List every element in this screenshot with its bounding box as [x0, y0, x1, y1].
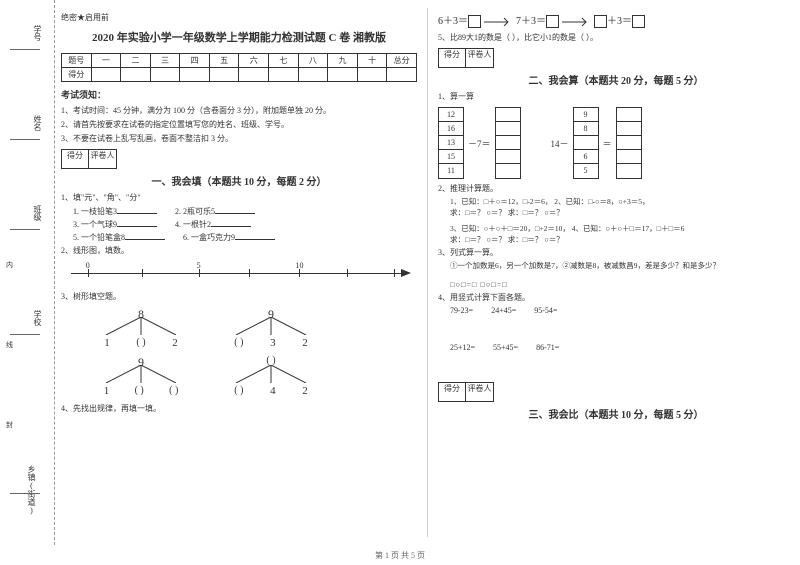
value-stack: 9 8 6 5: [573, 107, 599, 179]
tree-diagram: ( ) ( )42: [221, 355, 321, 397]
grader-cell: 评卷人: [466, 48, 494, 68]
answer-stack[interactable]: [616, 107, 642, 179]
notice-line: 2、请首先按要求在试卷的指定位置填写您的姓名、班级、学号。: [61, 119, 417, 131]
margin-label-name: 姓名: [32, 115, 43, 131]
score-cell: 得分: [438, 382, 466, 402]
grader-box: 得分 评卷人: [438, 48, 794, 68]
notice-line: 1、考试时间：45 分钟，满分为 100 分（含卷面分 3 分），附加题单独 2…: [61, 105, 417, 117]
margin-label-school: 学校: [32, 310, 43, 326]
section-1-title: 一、我会填（本题共 10 分，每题 2 分）: [61, 173, 417, 188]
q1-stem: 1、填"元"、"角"、"分": [61, 192, 417, 204]
notice-heading: 考试须知：: [61, 88, 417, 101]
q5-text: 5、比89大1的数是（ ），比它小1的数是（ ）。: [438, 32, 794, 44]
secrecy-tag: 绝密★启用前: [61, 12, 417, 23]
grader-box: 得分 评卷人: [438, 382, 794, 402]
grader-cell: 评卷人: [89, 149, 117, 169]
margin-label-class: 班级: [32, 205, 43, 221]
q3-stem: 3、树形填空题。: [61, 291, 417, 303]
q2-4: 4、用竖式计算下面各题。: [438, 292, 794, 304]
q2-2: 2、推理计算题。: [438, 183, 794, 195]
right-column: 6＋3＝ 7＋3＝ ＋3＝ 5、比89大1的数是（ ），比它小1的数是（ ）。 …: [438, 8, 794, 537]
section-2-title: 二、我会算（本题共 20 分，每题 5 分）: [438, 72, 794, 87]
q2-stem: 2、线形图，填数。: [61, 245, 417, 257]
number-line: 0 5 10: [71, 261, 407, 287]
equation-line: 6＋3＝ 7＋3＝ ＋3＝: [438, 12, 794, 28]
value-stack: 12 16 13 15 11: [438, 107, 464, 179]
exam-title: 2020 年实验小学一年级数学上学期能力检测试题 C 卷 湘教版: [61, 29, 417, 45]
tree-diagram: 9 ( )32: [221, 307, 321, 349]
score-cell: 得分: [61, 149, 89, 169]
q4-stem: 4、先找出规律，再填一填。: [61, 403, 417, 415]
answer-stack[interactable]: [495, 107, 521, 179]
table-row: 得分: [62, 68, 417, 82]
notice-line: 3、不要在试卷上乱写乱画，卷面不整洁扣 3 分。: [61, 133, 417, 145]
q2-1: 1、算一算: [438, 91, 794, 103]
table-row: 题号 一 二 三 四 五 六 七 八 九 十 总分: [62, 54, 417, 68]
margin-field[interactable]: [10, 220, 40, 230]
arrow-icon: [562, 17, 592, 27]
page-footer: 第 1 页 共 5 页: [0, 550, 800, 561]
margin-field[interactable]: [10, 325, 40, 335]
margin-field[interactable]: [10, 484, 40, 494]
grader-box: 得分 评卷人: [61, 149, 417, 169]
binding-margin: 学号 姓名 班级 学校 乡镇(街道) 内 线 封: [0, 0, 55, 545]
margin-field[interactable]: [10, 40, 40, 50]
tree-diagram: 9 1( )( ): [91, 355, 191, 397]
arrow-icon: [484, 17, 514, 27]
left-column: 绝密★启用前 2020 年实验小学一年级数学上学期能力检测试题 C 卷 湘教版 …: [61, 8, 417, 537]
tree-diagram: 8 1( )2: [91, 307, 191, 349]
margin-label-id: 学号: [32, 25, 43, 41]
grader-cell: 评卷人: [466, 382, 494, 402]
margin-field[interactable]: [10, 130, 40, 140]
column-divider: [427, 8, 428, 537]
section-3-title: 三、我会比（本题共 10 分，每题 5 分）: [438, 406, 794, 421]
score-table: 题号 一 二 三 四 五 六 七 八 九 十 总分 得分: [61, 53, 417, 82]
score-cell: 得分: [438, 48, 466, 68]
q2-3: 3、列式算一算。: [438, 247, 794, 259]
